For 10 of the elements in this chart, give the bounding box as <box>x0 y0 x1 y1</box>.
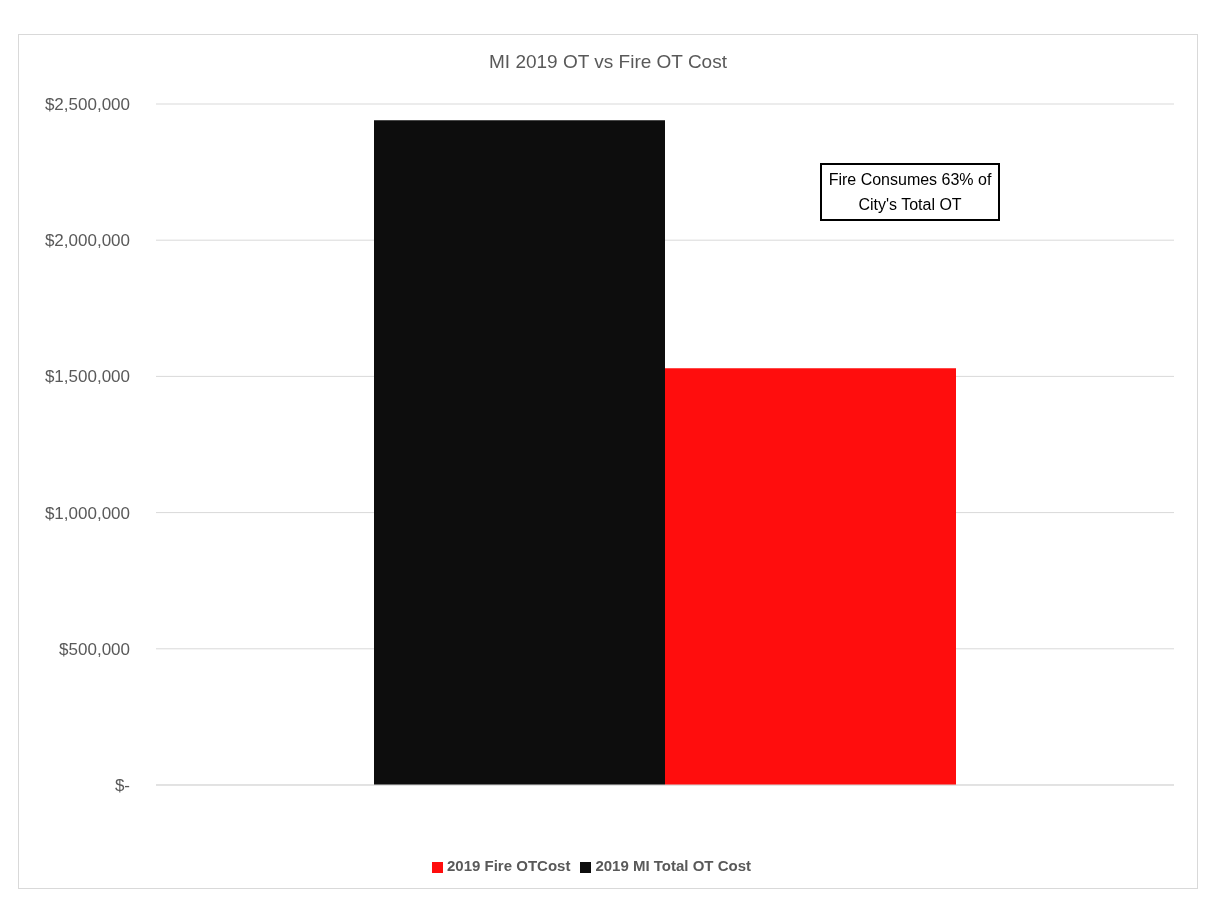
y-tick-label: $2,500,000 <box>44 95 130 115</box>
legend-label: 2019 Fire OTCost <box>447 857 571 874</box>
annotation: Fire Consumes 63% of City's Total OT <box>820 163 1000 221</box>
y-tick-label: $1,000,000 <box>44 503 130 523</box>
legend-label: 2019 MI Total OT Cost <box>595 857 751 874</box>
y-tick-label: $1,500,000 <box>44 367 130 387</box>
y-tick-label: $2,000,000 <box>44 231 130 251</box>
y-tick-label: $- <box>114 776 130 796</box>
chart-title: MI 2019 OT vs Fire OT Cost <box>488 51 728 73</box>
y-tick-label: $500,000 <box>59 639 130 659</box>
